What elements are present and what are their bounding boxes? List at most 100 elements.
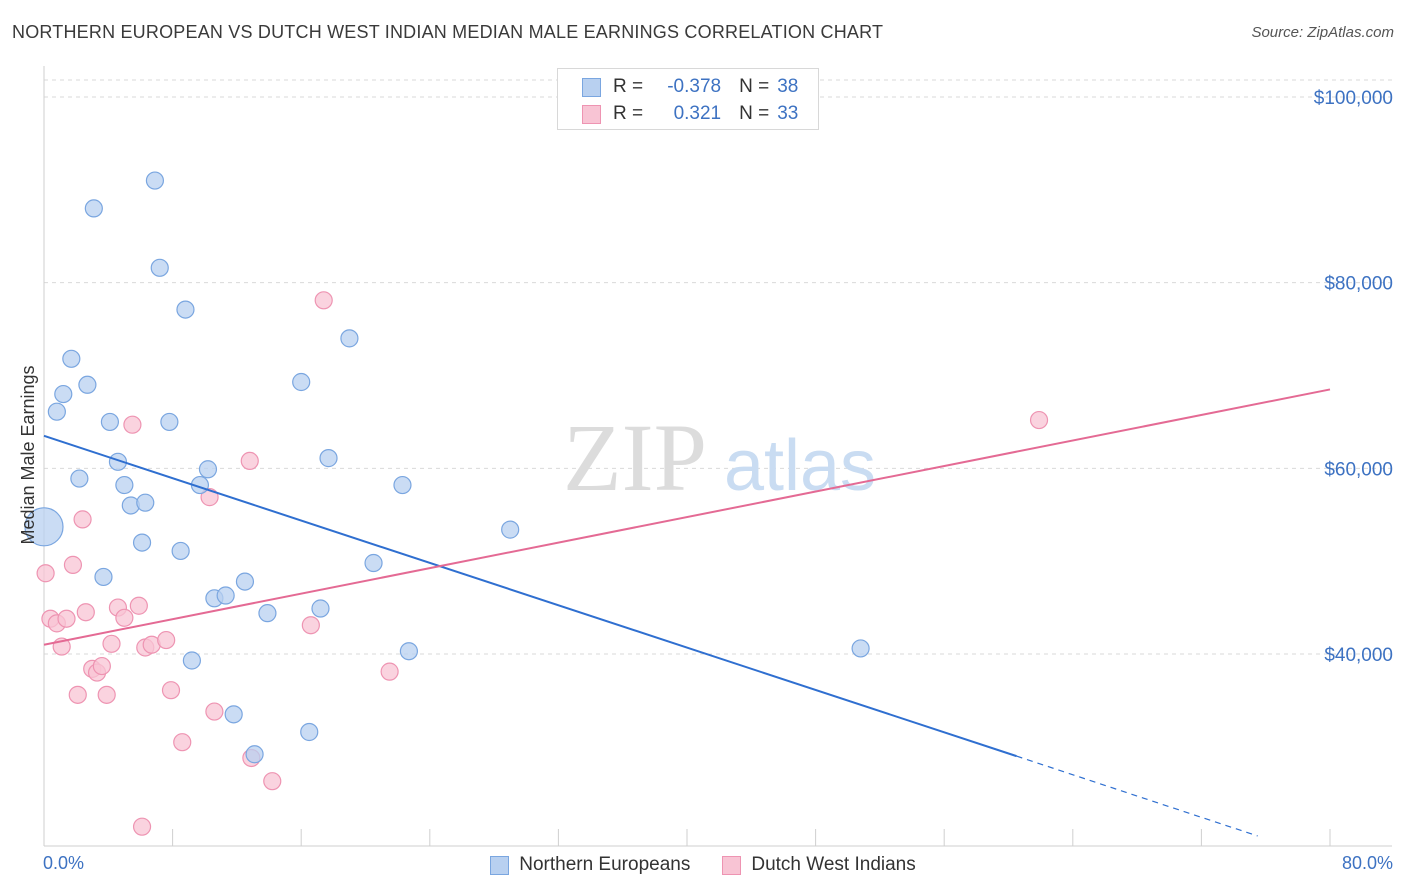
northern-europeans-point [70, 469, 89, 488]
dutch-west-indians-point [240, 451, 259, 471]
axes [43, 66, 1392, 847]
northern-europeans-point [160, 412, 179, 432]
legend-r-value: -0.378 [667, 76, 722, 97]
northern-europeans-point [115, 475, 134, 495]
northern-europeans-point [47, 402, 66, 421]
northern-europeans-points [24, 171, 870, 764]
legend-label-dutch-west-indians: Dutch West Indians [751, 854, 916, 875]
grid [44, 79, 1392, 655]
northern-europeans-point [851, 639, 870, 658]
dutch-west-indians-point [380, 662, 399, 681]
watermark-atlas: atlas [724, 426, 876, 506]
dutch-west-indians-point [173, 733, 192, 752]
northern-europeans-point [171, 541, 190, 561]
northern-europeans-point [340, 329, 359, 348]
northern-europeans-point [393, 475, 412, 495]
northern-europeans-point [94, 567, 113, 587]
dutch-west-indians-point [205, 702, 224, 721]
legend-row-northern-europeans: R = -0.378 N = 38 [582, 74, 798, 100]
trend-lines [43, 388, 1331, 837]
northern-europeans-point [300, 722, 319, 742]
dutch-west-indians-point [36, 564, 55, 583]
northern-europeans-point [364, 553, 383, 573]
x-tick-label: 80.0% [1342, 853, 1393, 873]
northern-europeans-point [235, 572, 255, 591]
legend-item-northern-europeans[interactable]: Northern Europeans [490, 854, 690, 876]
dutch-west-indians-point [301, 616, 320, 635]
northern-europeans-point [224, 705, 243, 724]
northern-europeans-point [132, 533, 152, 552]
northern-europeans-trend-extension [1016, 755, 1258, 837]
northern-europeans-point [145, 171, 165, 190]
legend-swatch-blue [490, 855, 510, 875]
dutch-west-indians-point [123, 415, 142, 434]
legend-n-value: 33 [777, 103, 799, 124]
legend-swatch-pink [722, 855, 742, 875]
northern-europeans-point [501, 520, 520, 539]
dutch-west-indians-point [157, 630, 176, 650]
northern-europeans-point [150, 258, 169, 277]
northern-europeans-point [216, 586, 235, 605]
dutch-west-indians-point [161, 681, 181, 700]
dutch-west-indians-point [102, 634, 121, 653]
dutch-west-indians-point [97, 685, 116, 704]
source-label: Source: ZipAtlas.com [1251, 24, 1394, 41]
y-tick-label: $60,000 [1324, 459, 1393, 480]
dutch-west-indians-points [36, 291, 1049, 836]
y-tick-label: $100,000 [1314, 88, 1393, 109]
northern-europeans-point [245, 745, 264, 764]
northern-europeans-point [399, 642, 419, 661]
northern-europeans-point [62, 349, 81, 368]
northern-europeans-point [292, 372, 311, 392]
northern-europeans-point [198, 460, 218, 479]
legend-n-label: N = [739, 103, 770, 124]
northern-europeans-point [54, 384, 73, 404]
x-tick-label: 0.0% [43, 853, 84, 873]
dutch-west-indians-point [63, 555, 83, 574]
legend-r-label: R = [613, 103, 644, 124]
y-tick-label: $80,000 [1324, 274, 1393, 295]
y-tick-label: $40,000 [1324, 645, 1393, 666]
watermark-zip: ZIP [563, 404, 707, 511]
legend-n-value: 38 [777, 76, 799, 97]
northern-europeans-point [258, 604, 277, 623]
northern-europeans-point [84, 199, 103, 218]
dutch-west-indians-point [263, 772, 282, 791]
watermark: ZIP atlas [563, 404, 876, 511]
northern-europeans-point [78, 375, 97, 394]
dutch-west-indians-point [132, 817, 152, 836]
chart-title: NORTHERN EUROPEAN VS DUTCH WEST INDIAN M… [12, 22, 884, 42]
y-axis-label: Median Male Earnings [18, 365, 38, 544]
northern-europeans-trend-line [43, 434, 1017, 758]
dutch-west-indians-point [129, 596, 148, 615]
correlation-legend: R = -0.378 N = 38 R = 0.321 N = 33 [557, 68, 819, 130]
dutch-west-indians-point [57, 609, 76, 628]
legend-r-label: R = [613, 76, 644, 97]
northern-europeans-point [176, 300, 195, 319]
legend-row-dutch-west-indians: R = 0.321 N = 33 [582, 101, 798, 127]
legend-item-dutch-west-indians[interactable]: Dutch West Indians [722, 854, 916, 876]
dutch-west-indians-point [115, 608, 134, 627]
legend-label-northern-europeans: Northern Europeans [519, 854, 691, 875]
dutch-west-indians-point [73, 510, 92, 529]
dutch-west-indians-point [200, 488, 219, 507]
northern-europeans-point [136, 493, 155, 512]
northern-europeans-point [108, 452, 128, 471]
series-legend: Northern Europeans Dutch West Indians [0, 852, 1406, 878]
northern-europeans-point [24, 507, 64, 547]
dutch-west-indians-point [76, 603, 95, 622]
northern-europeans-point [311, 599, 330, 618]
northern-europeans-point [100, 412, 120, 432]
northern-europeans-point [182, 651, 201, 670]
dutch-west-indians-point [314, 291, 333, 310]
legend-r-value: 0.321 [673, 103, 722, 124]
legend-n-label: N = [739, 76, 770, 97]
dutch-west-indians-point [92, 656, 111, 676]
dutch-west-indians-trend-line [43, 388, 1331, 646]
legend-swatch-pink [582, 104, 601, 124]
dutch-west-indians-point [1029, 410, 1049, 430]
northern-europeans-point [319, 449, 338, 468]
tick-labels: $40,000 $60,000 $80,000 $100,000 0.0% 80.0% [43, 88, 1393, 873]
legend-swatch-blue [582, 77, 601, 97]
